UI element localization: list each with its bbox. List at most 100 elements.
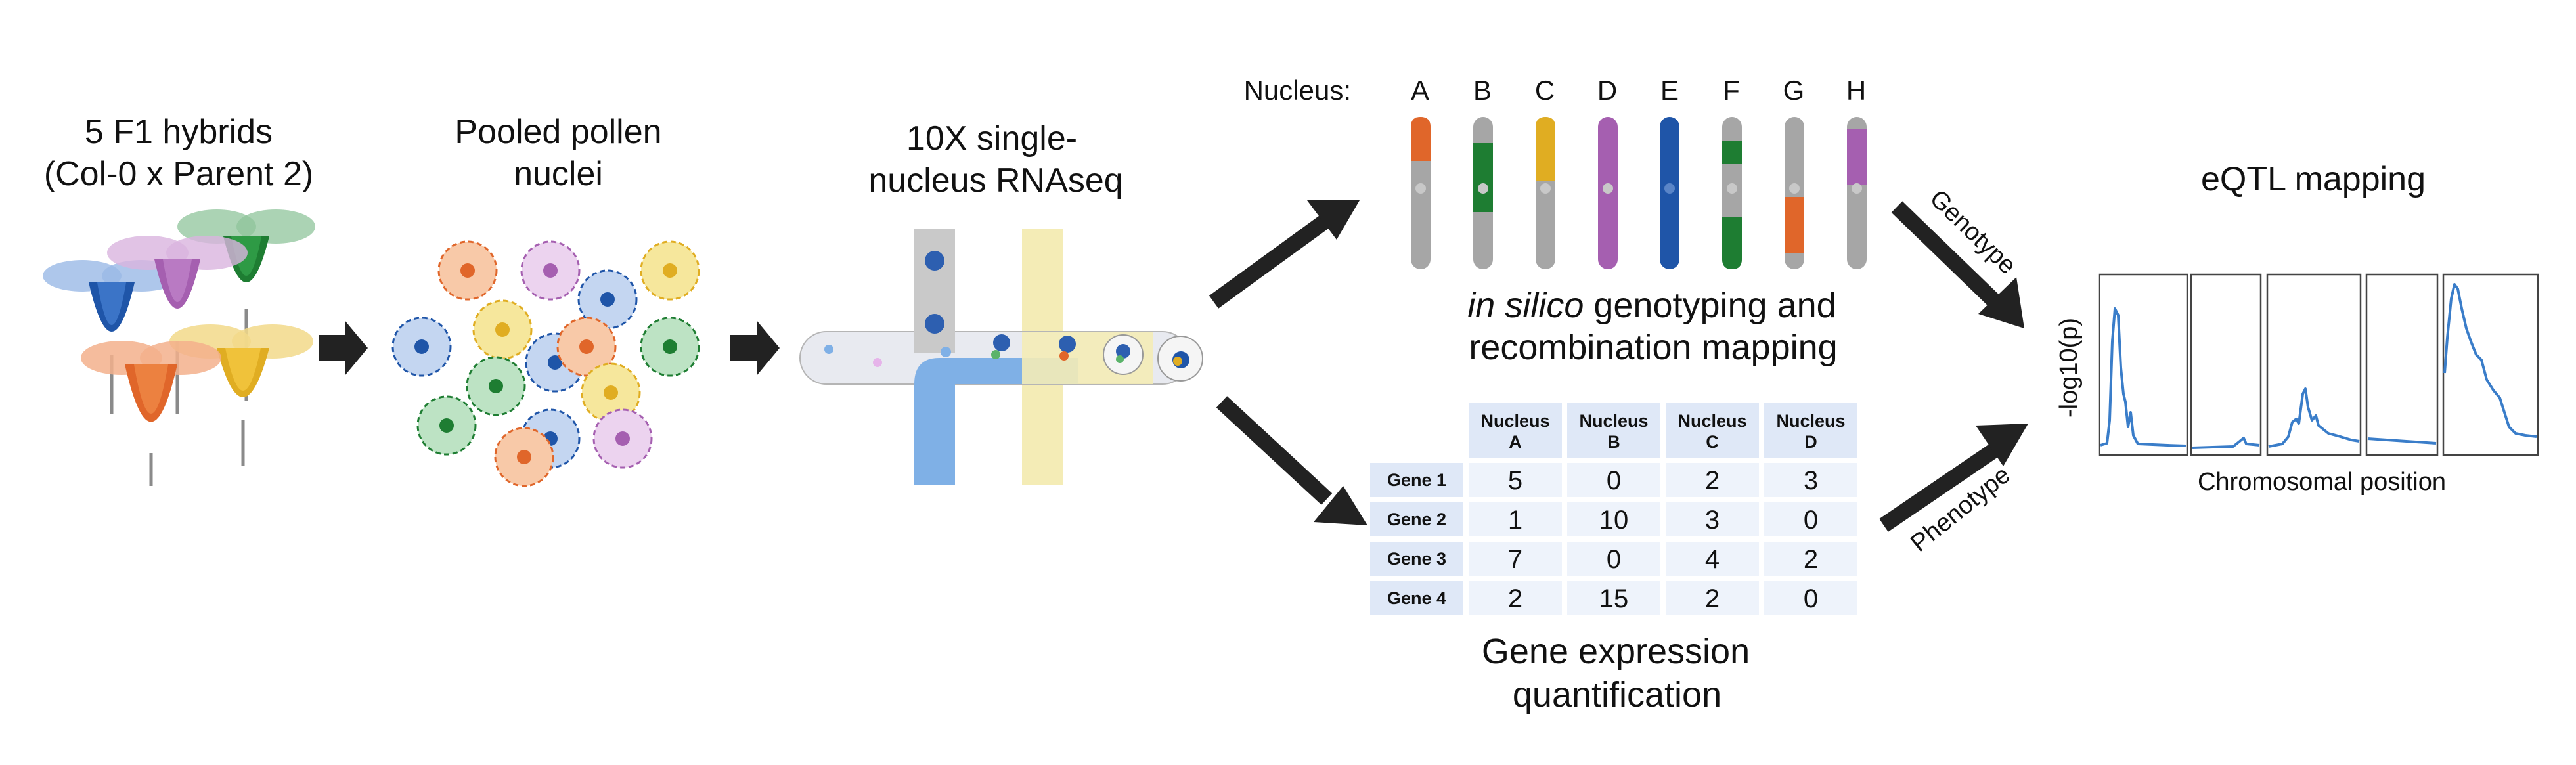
chromosome-icon: [1722, 117, 1742, 269]
genotyping-title-line2: recombination mapping: [1469, 328, 1837, 367]
table-cell: [1666, 542, 1759, 576]
genotype-arrow-label: Genotype: [1924, 185, 2022, 280]
pollen-nucleus: [391, 317, 452, 377]
eqtl-chromosome-box: [2190, 273, 2262, 456]
chromosome-icon: [1536, 117, 1555, 269]
pollen-nucleus: [416, 395, 477, 456]
sequencing-title-line2: nucleus RNAseq: [868, 162, 1122, 200]
nucleus-id-label: G: [1783, 75, 1805, 106]
eqtl-panel: eQTL mapping -log10(p) Chromosomal posit…: [2055, 160, 2539, 496]
table-header-id: B: [1607, 432, 1620, 452]
table-header-id: A: [1509, 432, 1522, 452]
pollen-label: Pooled pollen nuclei: [455, 113, 661, 193]
eqtl-chromosome-box: [2365, 273, 2439, 456]
flow-arrow-1: [319, 320, 368, 376]
nucleus-header: Nucleus: A B C D E F G H: [1244, 75, 1867, 106]
nucleus-id-label: E: [1660, 75, 1679, 106]
table-cell: [1666, 463, 1759, 497]
phenotype-arrow: Phenotype: [1879, 424, 2028, 557]
pollen-nucleus: [520, 240, 581, 301]
table-cell: [1567, 463, 1660, 497]
table-cell-value: 4: [1705, 545, 1720, 574]
table-cell-value: 0: [1804, 506, 1818, 535]
chromosome-icon: [1598, 117, 1618, 269]
table-cell: [1764, 463, 1857, 497]
chromosome-panel: [1411, 117, 1867, 269]
table-cell: [1764, 581, 1857, 615]
table-header-id: C: [1706, 432, 1719, 452]
nucleus-id-label: C: [1535, 75, 1555, 106]
chromosome-icon: [1785, 117, 1804, 269]
genotyping-rest: genotyping and: [1584, 286, 1836, 325]
sequencing-title-line1: 10X single-: [906, 120, 1077, 158]
eqtl-trace: [2100, 307, 2187, 447]
table-row-header: [1370, 463, 1463, 497]
table-cell: [1469, 581, 1562, 615]
table-cell-value: 3: [1804, 466, 1818, 495]
table-cell-value: 15: [1599, 584, 1629, 613]
hybrids-title-line2: (Col-0 x Parent 2): [44, 155, 313, 193]
arrow-to-genotyping: [1209, 200, 1360, 309]
table-cell: [1764, 542, 1857, 576]
sequencing-label: 10X single- nucleus RNAseq: [868, 120, 1122, 200]
eqtl-trace: [2443, 283, 2537, 438]
pollen-nucleus: [494, 427, 554, 487]
pollen-nucleus: [640, 240, 700, 301]
eqtl-y-axis-label: -log10(p): [2055, 318, 2083, 418]
table-cell-value: 0: [1804, 584, 1818, 613]
table-header-cell: [1764, 403, 1857, 458]
table-cell-value: 2: [1705, 466, 1720, 495]
nucleus-id-label: A: [1411, 75, 1429, 106]
table-header-label: Nucleus: [1677, 411, 1746, 431]
table-header-label: Nucleus: [1776, 411, 1845, 431]
microfluidic-chip-illustration: [799, 229, 1203, 485]
eqtl-chromosome-box: [2266, 273, 2362, 456]
table-row-header: [1370, 542, 1463, 576]
chromosome-icon: [1473, 117, 1493, 269]
table-header-cell: [1469, 403, 1562, 458]
table-header-cell: [1666, 403, 1759, 458]
table-row-header: [1370, 581, 1463, 615]
pollen-title-line2: nuclei: [514, 155, 603, 193]
table-cell-value: 10: [1599, 506, 1629, 535]
flower-icon: [81, 341, 221, 486]
table-cell: [1567, 581, 1660, 615]
chromosome-icon: [1411, 117, 1431, 269]
table-cell: [1469, 502, 1562, 536]
table-cell: [1469, 463, 1562, 497]
table-cell: [1567, 502, 1660, 536]
nucleus-id-label: D: [1597, 75, 1617, 106]
table-cell-value: 0: [1607, 466, 1621, 495]
arrow-to-expression: [1216, 396, 1367, 525]
gene-label: Gene 2: [1387, 510, 1446, 529]
hybrids-label: 5 F1 hybrids (Col-0 x Parent 2): [44, 113, 313, 193]
nucleus-id-label: B: [1473, 75, 1492, 106]
pollen-nucleus: [466, 356, 526, 416]
table-cell-value: 0: [1607, 545, 1621, 574]
table-cell-value: 7: [1508, 545, 1522, 574]
eqtl-title: eQTL mapping: [2201, 160, 2426, 198]
table-header-cell: [1567, 403, 1660, 458]
expression-label: Gene expression quantification: [1482, 632, 1750, 714]
gene-label: Gene 1: [1387, 470, 1446, 490]
table-cell: [1469, 542, 1562, 576]
eqtl-x-axis-label: Chromosomal position: [2198, 468, 2446, 496]
eqtl-chromosome-box: [2442, 273, 2539, 456]
flower-icon: [177, 209, 315, 401]
chromosome-icon: [1660, 117, 1679, 269]
nucleus-id-label: F: [1723, 75, 1740, 106]
pollen-nucleus: [437, 240, 498, 301]
table-cell-value: 1: [1508, 506, 1522, 535]
table-cell: [1666, 502, 1759, 536]
genotype-arrow: Genotype: [1891, 185, 2024, 328]
table-cell-value: 5: [1508, 466, 1522, 495]
eqtl-trace: [2268, 387, 2360, 448]
pollen-nuclei-cluster: [391, 240, 700, 487]
genotyping-title-line1: in silico genotyping and: [1467, 286, 1836, 325]
flower-icon: [107, 236, 248, 414]
table-cell: [1764, 502, 1857, 536]
genotyping-italic: in silico: [1467, 286, 1584, 325]
nucleus-prefix-label: Nucleus:: [1244, 75, 1351, 106]
table-header-label: Nucleus: [1579, 411, 1648, 431]
